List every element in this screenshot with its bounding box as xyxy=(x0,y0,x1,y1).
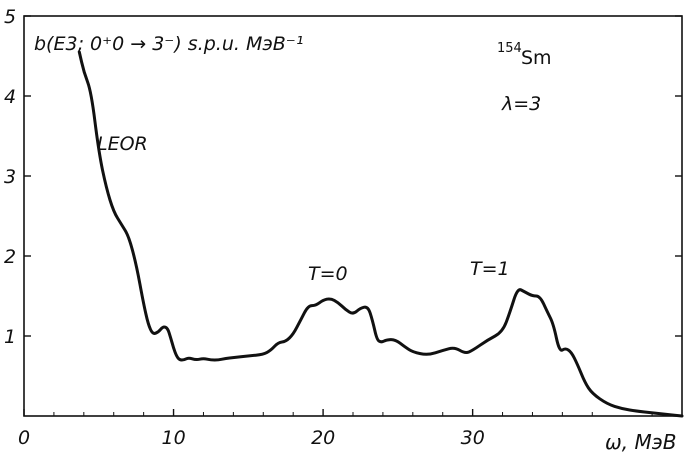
y-tick-label-4: 4 xyxy=(4,86,16,108)
y-axis-label: b(E3; 0⁺0 → 3⁻) s.p.u. МэВ⁻¹ xyxy=(34,33,303,55)
x-tick-label-30: 30 xyxy=(461,427,485,449)
lambda-label: λ=3 xyxy=(501,93,541,115)
nucleus-symbol: Sm xyxy=(521,47,552,69)
y-tick-label-5: 5 xyxy=(4,6,16,28)
axes xyxy=(23,15,683,417)
series-line-0 xyxy=(77,50,684,418)
t0-label: T=0 xyxy=(308,263,348,285)
y-tick-label-3: 3 xyxy=(4,166,16,188)
ticks: 1 2 3 4 5 0 10 20 30 xyxy=(4,6,682,449)
nucleus-mass-number: 154 xyxy=(497,41,522,56)
x-tick-label-20: 20 xyxy=(311,427,335,449)
y-tick-label-1: 1 xyxy=(4,326,16,348)
x-tick-label-0: 0 xyxy=(18,427,30,449)
x-axis-label: ω, МэВ xyxy=(605,430,676,454)
leor-label: LEOR xyxy=(97,133,148,155)
plot-frame xyxy=(23,15,683,417)
x-tick-label-10: 10 xyxy=(162,427,186,449)
y-tick-label-2: 2 xyxy=(4,246,16,268)
t1-label: T=1 xyxy=(470,258,510,280)
nucleus-label: 154 Sm xyxy=(497,41,552,69)
series-group xyxy=(77,50,684,418)
